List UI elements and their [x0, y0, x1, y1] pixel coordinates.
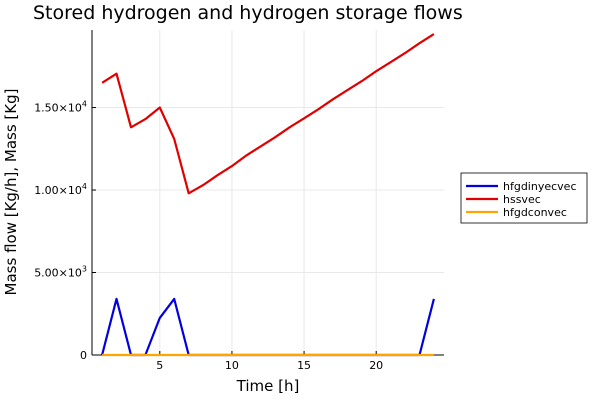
y-axis-label: Mass flow [Kg/h], Mass [Kg] [2, 89, 20, 296]
legend-label-hfgdconvec: hfgdconvec [503, 206, 567, 219]
series-lines [101, 33, 435, 357]
y-tick-label: 5.00×103 [34, 265, 87, 280]
legend-label-hfgdinyecvec: hfgdinyecvec [503, 180, 577, 193]
y-tick-labels: 0 5.00×103 1.00×104 1.50×104 [34, 100, 96, 362]
series-line-hssvec [101, 33, 435, 195]
x-tick-labels: 5 10 15 20 [156, 351, 383, 372]
x-gridlines [159, 30, 377, 355]
x-tick-label: 20 [369, 359, 383, 372]
x-tick-label: 10 [225, 359, 239, 372]
chart-title: Stored hydrogen and hydrogen storage flo… [33, 2, 463, 24]
y-tick-label: 1.50×104 [34, 100, 87, 115]
x-tick-label: 15 [297, 359, 311, 372]
series-line-hfgdinyecvec [101, 297, 435, 357]
y-tick-label: 1.00×104 [34, 182, 87, 197]
y-tick-label: 0 [80, 349, 87, 362]
x-tick-label: 5 [156, 359, 163, 372]
x-axis-label: Time [h] [236, 377, 300, 395]
y-gridlines [92, 107, 444, 274]
legend-label-hssvec: hssvec [503, 193, 541, 206]
